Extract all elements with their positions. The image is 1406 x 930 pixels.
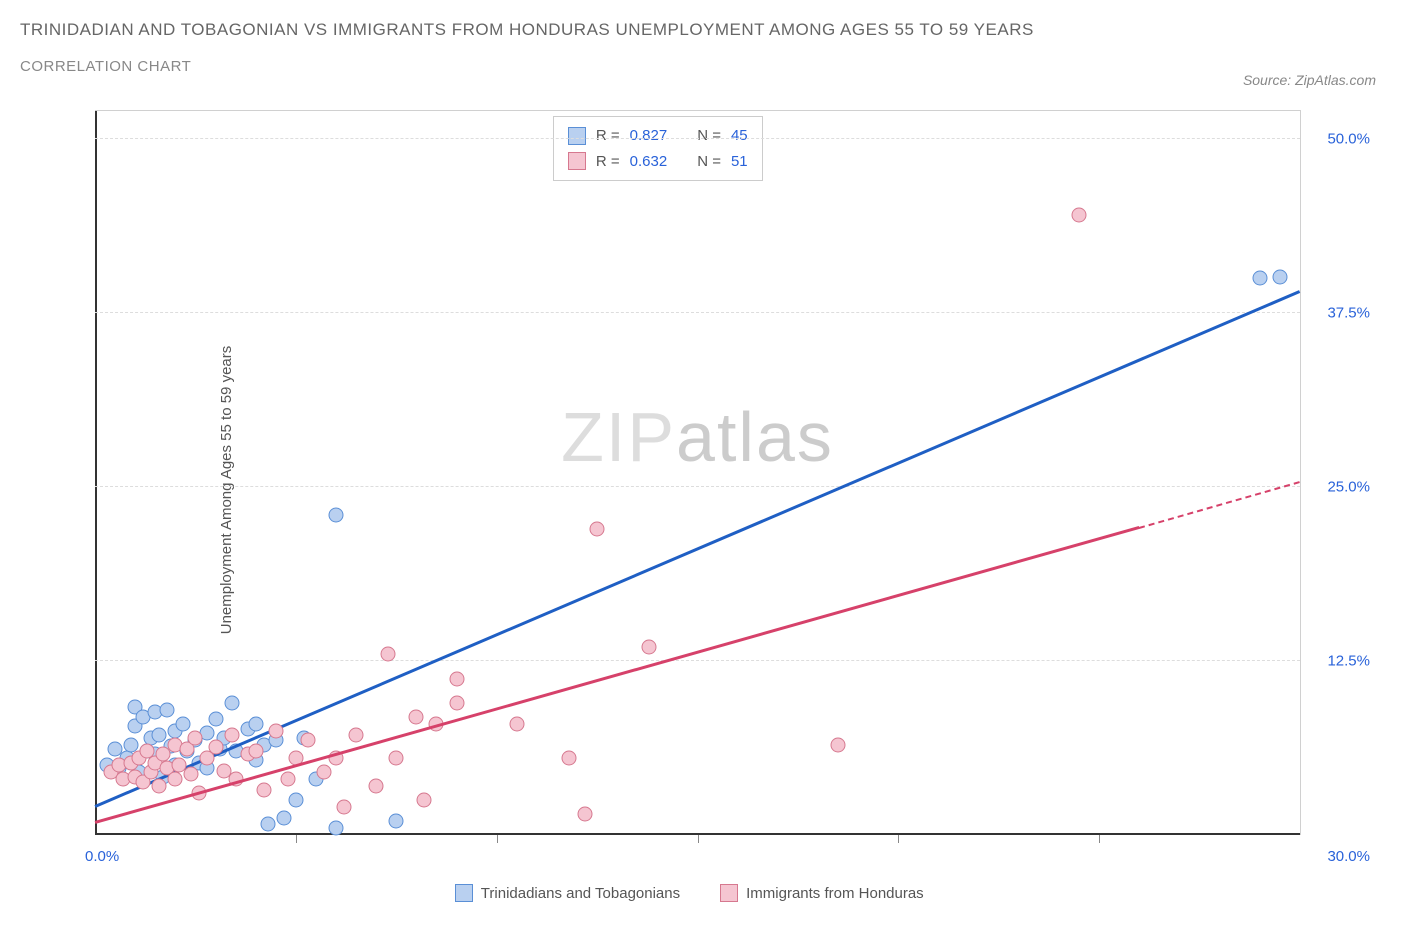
data-point [1272, 269, 1287, 284]
data-point [208, 740, 223, 755]
series-swatch [568, 152, 586, 170]
data-point [248, 716, 263, 731]
stat-label: N = [697, 149, 721, 175]
data-point [1072, 208, 1087, 223]
data-point [389, 814, 404, 829]
data-point [276, 811, 291, 826]
data-point [224, 695, 239, 710]
chart-area: Unemployment Among Ages 55 to 59 years Z… [60, 110, 1376, 870]
x-tick [497, 835, 498, 843]
legelem-swatch [455, 884, 473, 902]
legend-swatch [720, 884, 738, 902]
legend-label: Trinidadians and Tobagonians [481, 885, 680, 902]
data-point [160, 702, 175, 717]
data-point [590, 521, 605, 536]
data-point [369, 779, 384, 794]
y-axis-line [95, 111, 97, 835]
data-point [409, 709, 424, 724]
data-point [280, 772, 295, 787]
data-point [417, 793, 432, 808]
chart-title: TRINIDADIAN AND TOBAGONIAN VS IMMIGRANTS… [20, 20, 1386, 40]
x-tick [1099, 835, 1100, 843]
stat-label: R = [596, 149, 620, 175]
data-point [208, 712, 223, 727]
chart-subtitle: CORRELATION CHART [20, 58, 1386, 75]
stat-value: 0.827 [630, 123, 668, 149]
data-point [316, 765, 331, 780]
data-point [561, 751, 576, 766]
stat-value: 51 [731, 149, 748, 175]
y-tick-label: 12.5% [1327, 652, 1370, 669]
x-axis-max-label: 30.0% [1327, 848, 1370, 865]
x-tick [698, 835, 699, 843]
data-point [642, 640, 657, 655]
legend: Trinidadians and Tobagonians Immigrants … [455, 884, 924, 902]
data-point [152, 779, 167, 794]
trend-line [1139, 481, 1300, 529]
gridline-h [95, 138, 1300, 139]
data-point [329, 821, 344, 836]
data-point [256, 783, 271, 798]
data-point [260, 816, 275, 831]
gridline-h [95, 312, 1300, 313]
data-point [188, 730, 203, 745]
data-point [152, 727, 167, 742]
data-point [184, 766, 199, 781]
data-point [449, 672, 464, 687]
x-tick [898, 835, 899, 843]
data-point [578, 807, 593, 822]
legend-item: Trinidadians and Tobagonians [455, 884, 680, 902]
stat-label: R = [596, 123, 620, 149]
correlation-stats-box: R = 0.827 N = 45 R = 0.632 N = 51 [553, 116, 763, 181]
data-point [329, 507, 344, 522]
stat-row: R = 0.827 N = 45 [568, 123, 748, 149]
gridline-h [95, 486, 1300, 487]
data-point [224, 727, 239, 742]
stat-row: R = 0.632 N = 51 [568, 149, 748, 175]
y-tick-label: 25.0% [1327, 478, 1370, 495]
stat-value: 0.632 [630, 149, 668, 175]
series-swatch [568, 127, 586, 145]
y-tick-label: 50.0% [1327, 130, 1370, 147]
trend-line [95, 526, 1140, 824]
plot-region: ZIPatlas R = 0.827 N = 45 R = 0.632 N = … [95, 110, 1301, 835]
data-point [389, 751, 404, 766]
stat-label: N = [697, 123, 721, 149]
x-axis-min-label: 0.0% [85, 848, 119, 865]
x-tick [296, 835, 297, 843]
data-point [268, 723, 283, 738]
data-point [1252, 271, 1267, 286]
gridline-h [95, 660, 1300, 661]
y-tick-label: 37.5% [1327, 304, 1370, 321]
stat-value: 45 [731, 123, 748, 149]
data-point [381, 647, 396, 662]
legend-label: Immigrants from Honduras [746, 885, 924, 902]
data-point [168, 772, 183, 787]
data-point [449, 695, 464, 710]
source-label: Source: ZipAtlas.com [1243, 72, 1376, 88]
data-point [288, 793, 303, 808]
data-point [509, 716, 524, 731]
data-point [831, 737, 846, 752]
data-point [337, 800, 352, 815]
data-point [300, 733, 315, 748]
watermark: ZIPatlas [561, 397, 834, 477]
data-point [349, 727, 364, 742]
data-point [248, 744, 263, 759]
legend-item: Immigrants from Honduras [720, 884, 924, 902]
data-point [124, 737, 139, 752]
data-point [176, 716, 191, 731]
